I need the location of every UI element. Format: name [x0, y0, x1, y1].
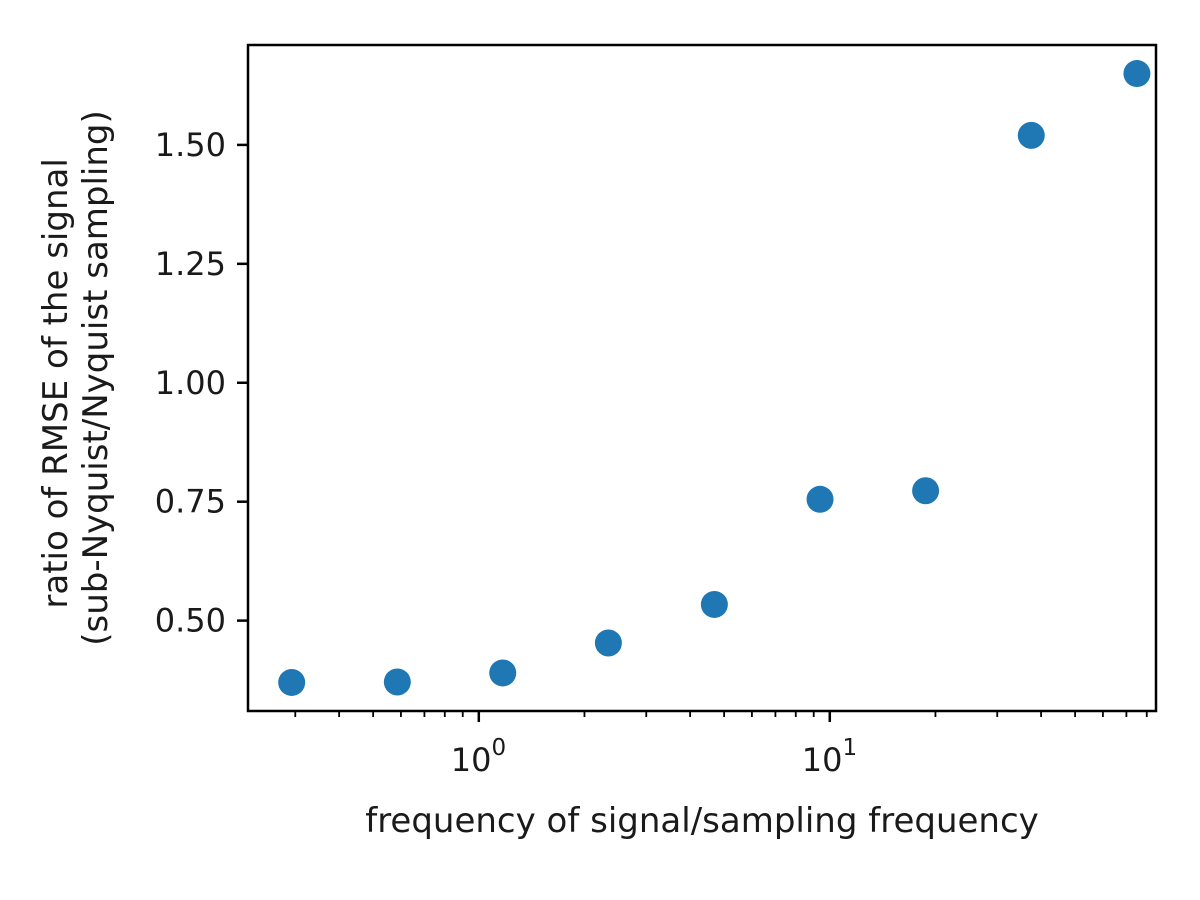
y-axis-label: ratio of RMSE of the signal (sub-Nyquist…	[36, 110, 116, 646]
y-tick-label: 1.25	[155, 245, 226, 283]
x-tick-label: 100	[451, 735, 506, 779]
y-tick-label: 0.50	[155, 602, 226, 640]
data-point	[489, 659, 517, 687]
x-tick-label-exponent: 1	[843, 735, 858, 761]
y-axis-label-line-1: ratio of RMSE of the signal	[36, 158, 76, 608]
y-tick-label: 1.50	[155, 126, 226, 164]
y-tick-label: 0.75	[155, 483, 226, 521]
data-point	[1017, 121, 1045, 149]
points-layer	[278, 60, 1151, 696]
x-tick-label-base: 10	[451, 741, 492, 779]
data-point	[912, 477, 940, 505]
data-point	[278, 668, 306, 696]
data-point	[806, 485, 834, 513]
x-tick-label-exponent: 0	[492, 735, 507, 761]
data-point	[594, 629, 622, 657]
x-axis-label: frequency of signal/sampling frequency	[365, 801, 1039, 841]
data-point	[1123, 60, 1151, 88]
data-point	[700, 590, 728, 618]
x-tick-label-base: 10	[802, 741, 843, 779]
y-axis-label-line-2: (sub-Nyquist/Nyquist sampling)	[76, 110, 116, 646]
plot-frame	[246, 43, 1158, 713]
x-tick-label: 101	[802, 735, 857, 779]
data-point	[383, 668, 411, 696]
y-tick-label: 1.00	[155, 364, 226, 402]
